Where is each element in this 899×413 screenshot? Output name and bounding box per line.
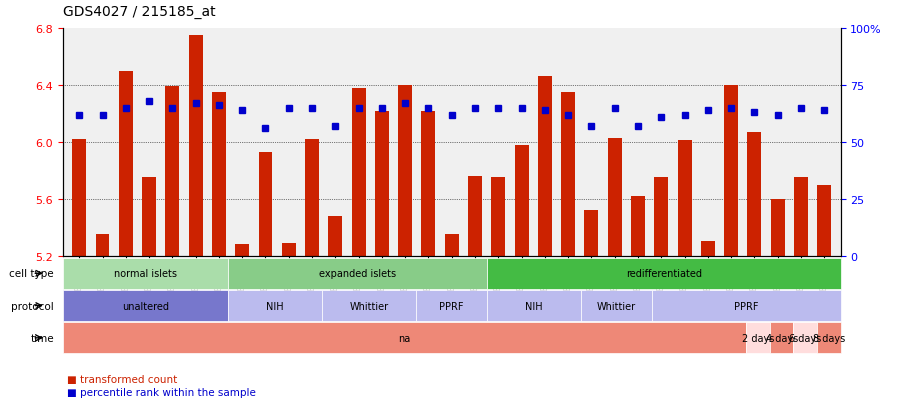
Bar (468, 177, 482, 256)
Bar (725, 85, 738, 256)
Bar (514, 145, 529, 256)
Text: ■ transformed count: ■ transformed count (67, 375, 178, 385)
Text: GDS4027 / 215185_at: GDS4027 / 215185_at (63, 5, 216, 19)
Bar (165, 87, 179, 256)
Bar (236, 244, 249, 256)
Text: na: na (398, 333, 411, 343)
Text: unaltered: unaltered (122, 301, 169, 311)
Text: cell type: cell type (9, 268, 54, 279)
Bar (608, 138, 622, 256)
Text: time: time (31, 333, 54, 343)
Text: 4 days: 4 days (766, 333, 797, 343)
Bar (654, 178, 668, 256)
Text: 6 days: 6 days (789, 333, 822, 343)
Text: NIH: NIH (266, 301, 284, 311)
Text: Whittier: Whittier (597, 301, 636, 311)
Bar (794, 178, 808, 256)
Bar (631, 197, 645, 256)
Text: redifferentiated: redifferentiated (626, 268, 702, 279)
Bar (398, 85, 412, 256)
Bar (95, 235, 110, 256)
Bar (445, 235, 458, 256)
Bar (584, 211, 599, 256)
Text: Whittier: Whittier (350, 301, 389, 311)
Text: PPRF: PPRF (734, 301, 759, 311)
Bar (352, 88, 366, 256)
Bar (189, 36, 202, 256)
Bar (375, 111, 389, 256)
Bar (305, 140, 319, 256)
Bar (212, 93, 226, 256)
Bar (328, 216, 343, 256)
Text: expanded islets: expanded islets (319, 268, 396, 279)
Bar (119, 71, 133, 256)
Text: 8 days: 8 days (813, 333, 845, 343)
Text: protocol: protocol (11, 301, 54, 311)
Bar (817, 185, 832, 256)
Text: PPRF: PPRF (440, 301, 464, 311)
Bar (142, 178, 156, 256)
Bar (678, 141, 691, 256)
Bar (561, 93, 575, 256)
Bar (747, 133, 761, 256)
Text: NIH: NIH (525, 301, 543, 311)
Bar (259, 152, 272, 256)
Bar (770, 199, 785, 256)
Text: normal islets: normal islets (114, 268, 177, 279)
Bar (72, 140, 86, 256)
Bar (701, 242, 715, 256)
Bar (492, 178, 505, 256)
Text: 2 days: 2 days (742, 333, 774, 343)
Bar (538, 77, 552, 256)
Text: ■ percentile rank within the sample: ■ percentile rank within the sample (67, 387, 256, 397)
Bar (281, 243, 296, 256)
Bar (422, 111, 435, 256)
